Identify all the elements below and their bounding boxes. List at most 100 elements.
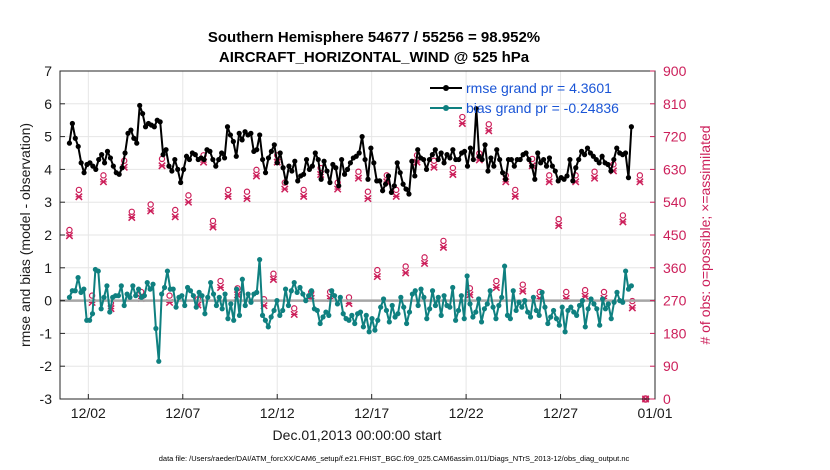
bias-point (210, 291, 217, 297)
obs-possible-marker (600, 288, 608, 296)
rmse-point (500, 170, 506, 176)
obs-assimilated-marker (485, 127, 493, 135)
bias-series (66, 257, 634, 364)
bias-point (228, 301, 234, 307)
bias-point (231, 317, 237, 323)
bias-point (271, 307, 277, 314)
obs-assimilated-marker (519, 287, 527, 295)
bias-point (536, 312, 542, 318)
rmse-point (397, 170, 403, 176)
rmse-point (119, 165, 125, 171)
rmse-point (260, 156, 266, 163)
rmse-point (622, 150, 629, 156)
rmse-point (262, 170, 269, 176)
bias-point (280, 307, 286, 314)
bias-point (579, 298, 585, 304)
bias-point (308, 288, 315, 294)
bias-point (130, 283, 136, 289)
obs-assimilated-marker (146, 207, 155, 215)
bias-point (87, 317, 93, 323)
bias-point (548, 314, 554, 320)
rmse-point (573, 165, 579, 171)
bias-point (107, 309, 113, 315)
obs-possible-marker (75, 186, 83, 194)
bias-point (127, 294, 133, 300)
obs-assimilated-marker (184, 198, 193, 206)
obs-assimilated-marker (99, 178, 108, 186)
bias-point (159, 291, 165, 297)
bias-point (141, 293, 147, 299)
rmse-point (219, 150, 225, 156)
bias-point (259, 312, 266, 318)
bias-point (461, 316, 467, 322)
bias-point (602, 306, 609, 312)
data-file-footer: data file: /Users/raeder/DAI/ATM_forcXX/… (159, 454, 630, 463)
obs-possible-marker (224, 186, 232, 194)
rmse-point (529, 163, 535, 169)
rmse-point (210, 156, 216, 163)
bias-point (369, 316, 375, 322)
bias-point (527, 314, 534, 320)
bias-point (179, 293, 185, 299)
obs-assimilated-marker (392, 192, 400, 201)
rmse-point (341, 171, 348, 177)
rmse-point (303, 156, 310, 163)
bias-point (406, 309, 413, 315)
bias-point (248, 299, 254, 305)
obs-assimilated-marker (209, 223, 217, 231)
chart-title-line1: Southern Hemisphere 54677 / 55256 = 98.9… (208, 29, 540, 46)
bias-point (216, 294, 222, 300)
rmse-point (277, 150, 283, 156)
rmse-point (608, 168, 614, 174)
bias-point (349, 312, 355, 318)
y-tick-label-right: 720 (663, 129, 687, 145)
rmse-point (101, 160, 108, 166)
obs-possible-marker (364, 188, 372, 195)
bias-point (438, 312, 444, 318)
rmse-point (362, 156, 368, 163)
chart-title-line2: AIRCRAFT_HORIZONTAL_WIND @ 525 hPa (219, 49, 530, 66)
rmse-point (467, 145, 474, 151)
bias-point (522, 298, 528, 304)
obs-possible-marker (66, 226, 73, 234)
rmse-point (549, 163, 555, 169)
rmse-point (611, 156, 617, 163)
bias-point (432, 302, 439, 309)
obs-assimilated-marker (449, 170, 457, 179)
rmse-point (236, 130, 242, 136)
rmse-series (66, 102, 634, 197)
bias-point (164, 268, 171, 274)
rmse-point (201, 156, 207, 163)
obs-possible-marker (459, 113, 466, 121)
obs-assimilated-marker (216, 283, 225, 292)
obs-possible-marker (345, 294, 353, 301)
obs-assimilated-marker (128, 213, 136, 222)
obs-possible-marker (546, 172, 553, 179)
rmse-point (268, 148, 274, 154)
y-tick-label-left: 6 (44, 96, 52, 112)
rmse-point (178, 179, 184, 186)
grid-lines (60, 70, 656, 400)
bias-point (213, 302, 220, 309)
obs-assimilated-marker (269, 275, 278, 284)
bias-point (254, 289, 260, 295)
rmse-point (599, 153, 605, 159)
rmse-point (380, 188, 386, 194)
bias-point (326, 312, 332, 318)
bias-point (294, 289, 300, 295)
rmse-point (239, 137, 245, 143)
bias-point (453, 317, 459, 323)
rmse-point (409, 158, 415, 164)
bias-point (81, 286, 87, 292)
rmse-point (517, 156, 523, 163)
bias-point (476, 296, 482, 302)
rmse-point (605, 161, 611, 168)
obs-assimilated-marker (252, 172, 261, 180)
rmse-point (283, 179, 289, 186)
rmse-point (213, 163, 219, 169)
bias-point (404, 320, 410, 327)
bias-point (337, 294, 343, 300)
rmse-point (429, 152, 435, 158)
y-axis-label-right: # of obs: o=possible; ×=assimilated (697, 125, 713, 344)
bias-point (320, 314, 326, 320)
